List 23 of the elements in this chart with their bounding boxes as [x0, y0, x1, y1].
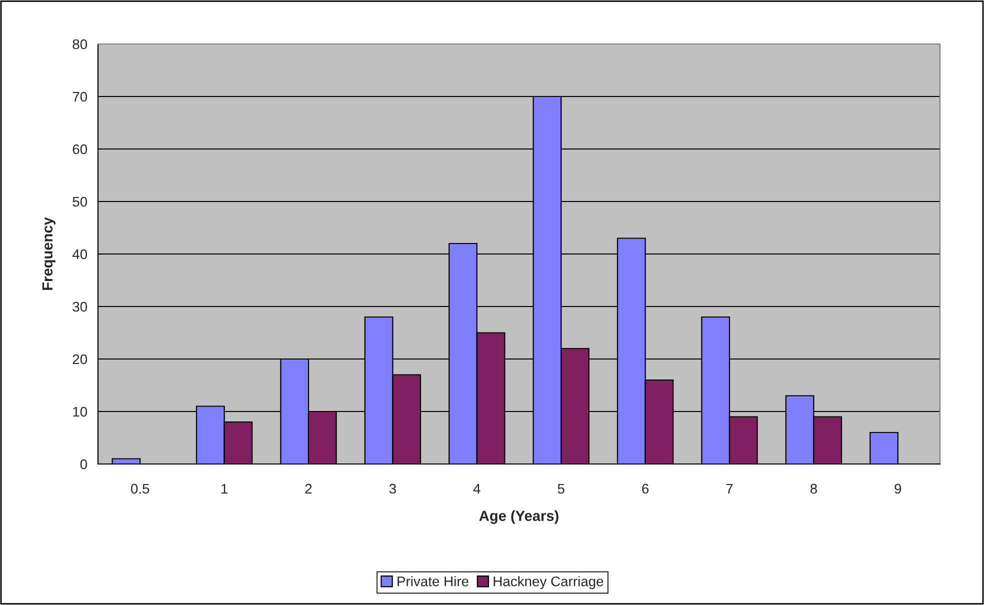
x-tick-label: 4 [473, 484, 480, 494]
x-tick-label: 5 [558, 484, 564, 494]
x-tick-label: 1 [221, 484, 228, 494]
y-axis-title: Frequency [42, 217, 56, 290]
y-tick-label: 50 [72, 196, 88, 207]
legend-label: Private Hire [398, 576, 468, 586]
x-tick-label: 7 [726, 484, 733, 494]
x-axis-title: Age (Years) [479, 510, 558, 524]
legend-label: Hackney Carriage [494, 576, 604, 590]
y-tick-label: 30 [72, 302, 88, 312]
y-tick-label: 70 [72, 92, 88, 102]
x-tick-label: 2 [305, 484, 312, 494]
y-tick-label: 60 [72, 144, 88, 154]
y-tick-label: 20 [72, 354, 88, 364]
x-tick-label: 3 [389, 484, 396, 494]
y-tick-label: 10 [73, 406, 88, 417]
x-tick-label: 6 [642, 484, 649, 494]
y-tick-label: 40 [72, 249, 88, 260]
x-tick-label: 8 [810, 484, 817, 494]
x-tick-label: 9 [894, 484, 902, 494]
x-tick-label: 0.5 [130, 484, 150, 494]
y-tick-label: 0 [80, 459, 88, 470]
y-tick-label: 80 [72, 39, 88, 50]
